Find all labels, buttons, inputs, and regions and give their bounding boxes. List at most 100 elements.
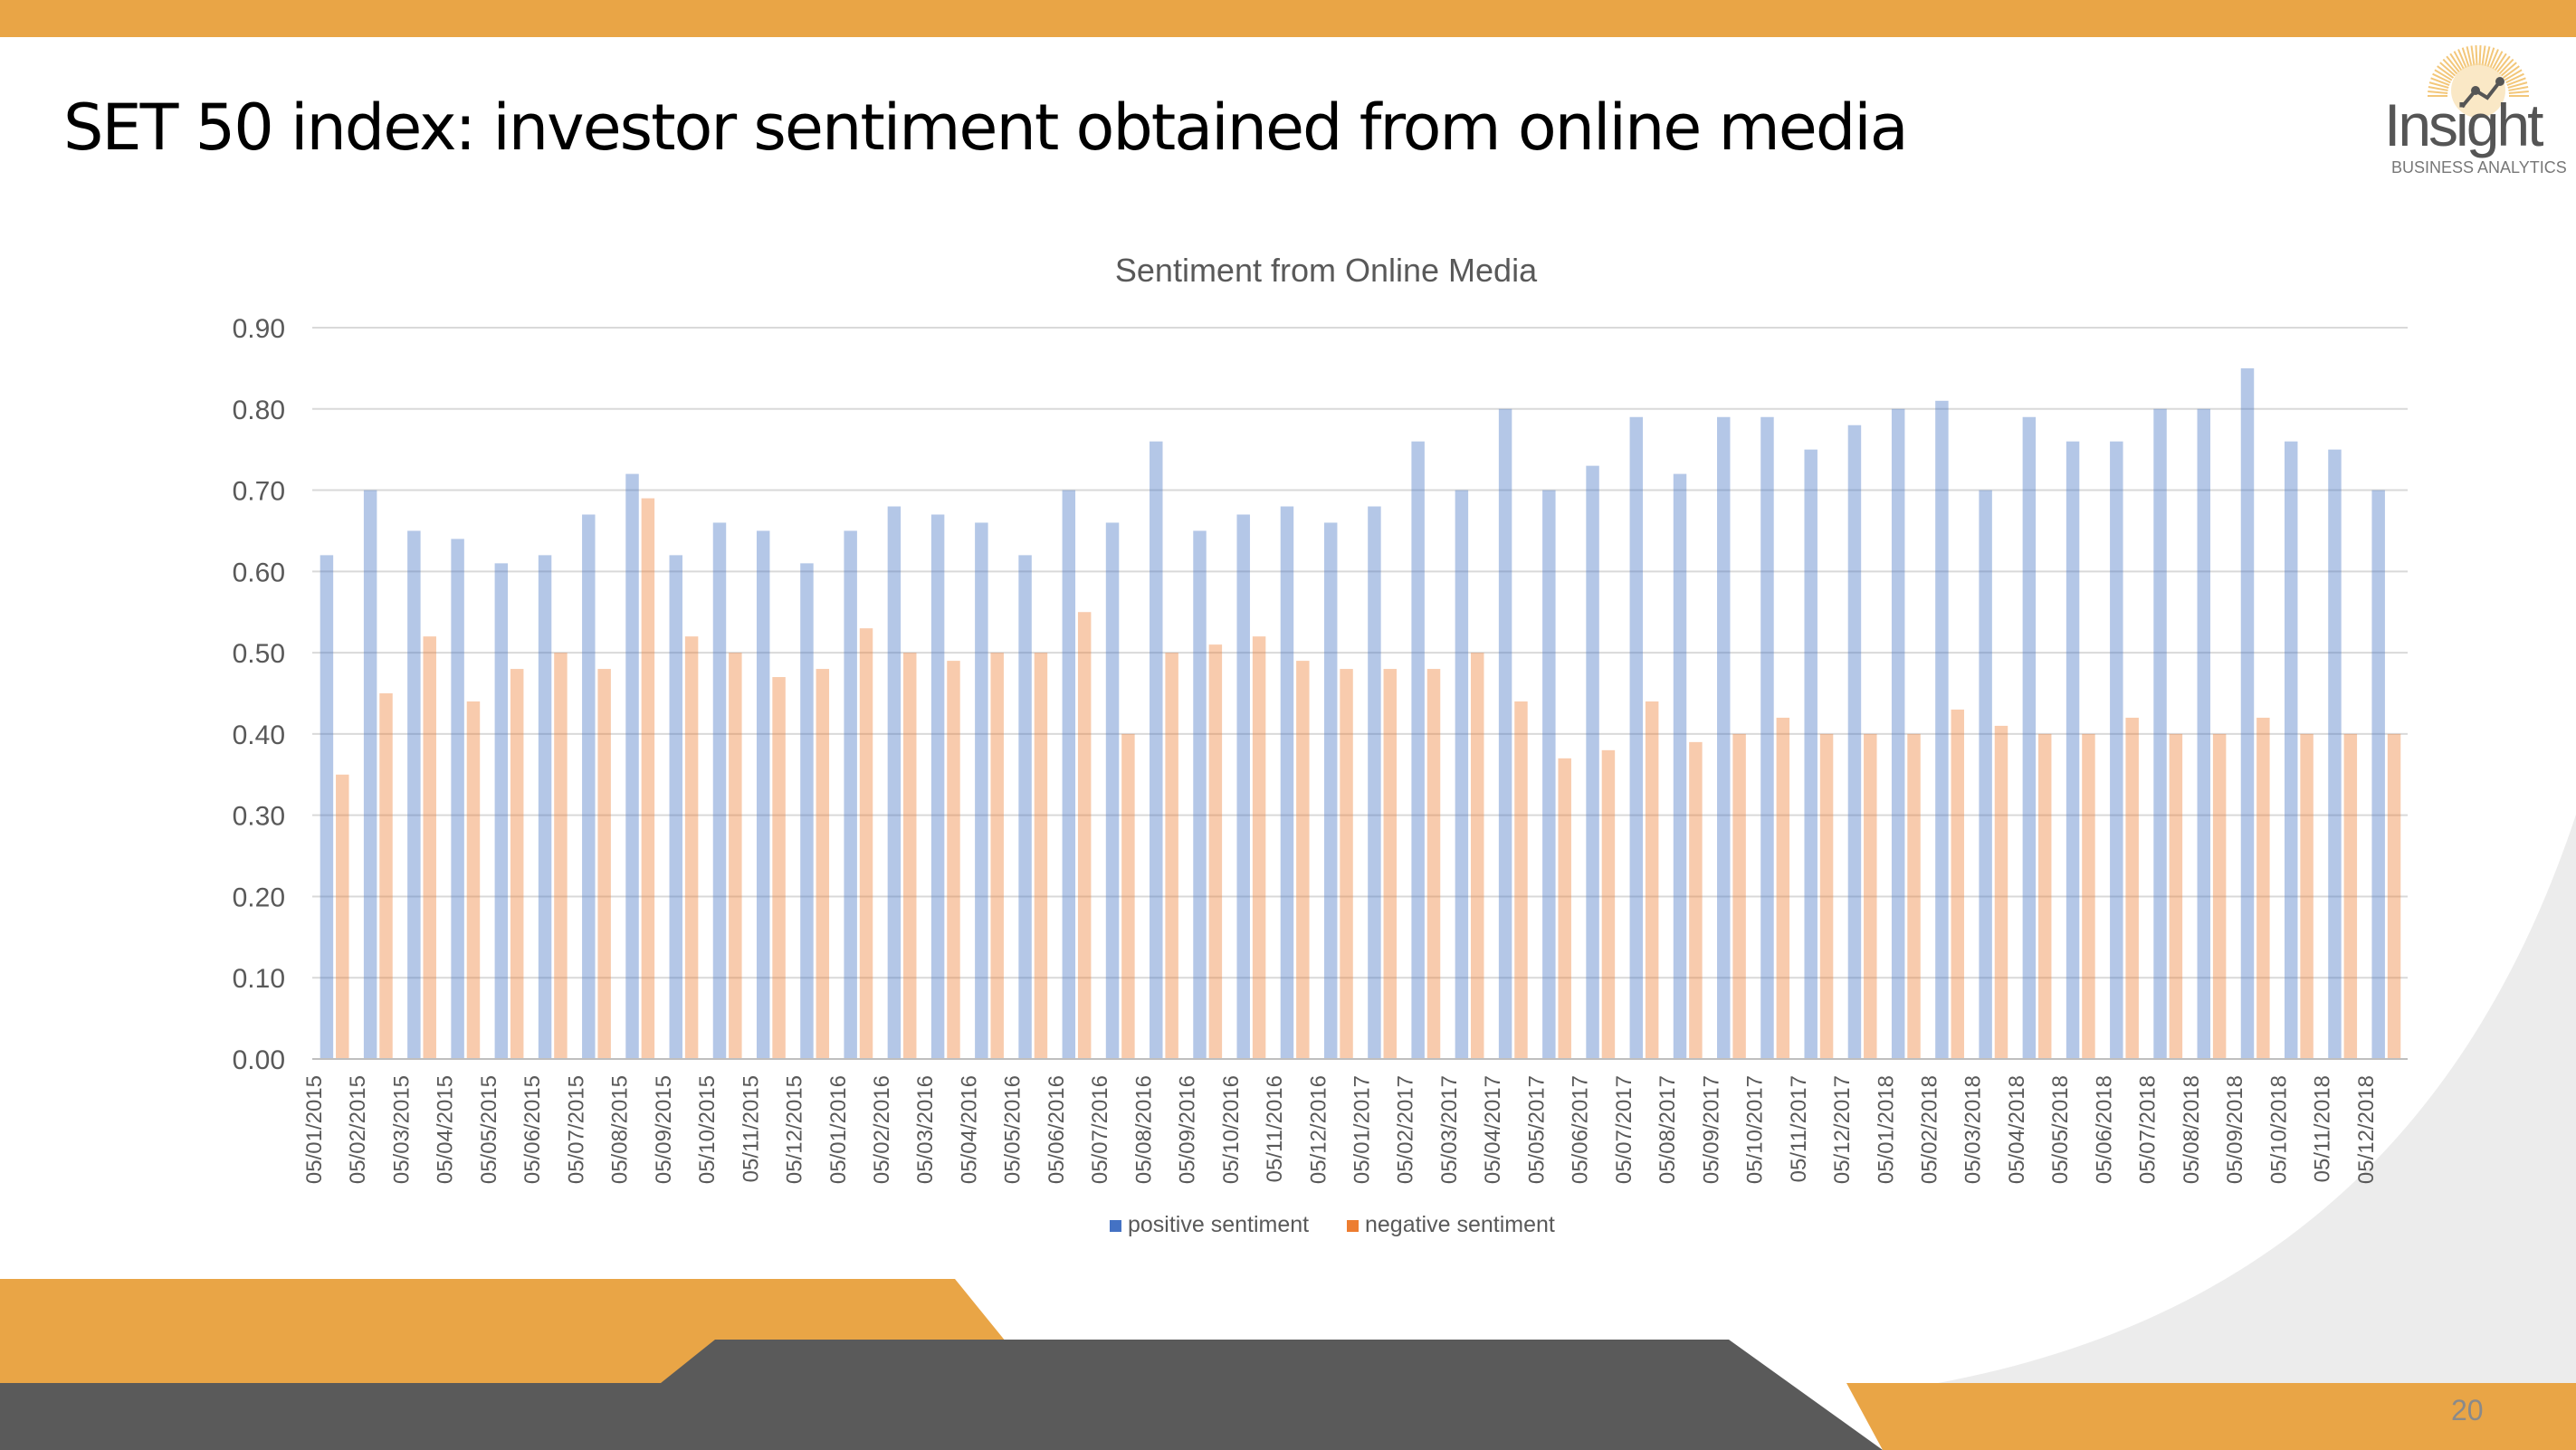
positive-sentiment-bar <box>712 522 727 1059</box>
x-tick-label: 05/08/2017 <box>1655 1075 1680 1184</box>
positive-sentiment-bar <box>2197 408 2211 1059</box>
positive-sentiment-bar <box>2371 490 2385 1059</box>
positive-sentiment-bar <box>930 514 945 1059</box>
positive-sentiment-bar <box>582 514 596 1059</box>
y-tick-label: 0.30 <box>233 802 285 832</box>
legend: positive sentiment negative sentiment <box>1110 1212 1555 1237</box>
positive-sentiment-bar <box>1062 490 1076 1059</box>
x-tick-label: 05/03/2017 <box>1437 1075 1462 1184</box>
positive-sentiment-bar <box>1368 506 1381 1059</box>
x-tick-label: 05/11/2018 <box>2311 1075 2335 1182</box>
sunburst-icon <box>2428 45 2529 118</box>
x-tick-label: 05/12/2016 <box>1306 1075 1331 1184</box>
x-tick-label: 05/04/2015 <box>434 1075 458 1184</box>
negative-sentiment-bar <box>2037 733 2052 1059</box>
background-swoosh <box>1928 815 2576 1385</box>
x-tick-label: 05/06/2017 <box>1569 1075 1593 1184</box>
positive-sentiment-bar <box>320 555 334 1059</box>
negative-sentiment-bar <box>1165 653 1178 1059</box>
x-tick-label: 05/10/2016 <box>1219 1075 1244 1184</box>
positive-sentiment-bar <box>1586 465 1599 1059</box>
x-tick-label: 05/03/2015 <box>389 1075 414 1184</box>
y-tick-label: 0.00 <box>233 1045 285 1075</box>
positive-sentiment-bar <box>1804 449 1818 1060</box>
negative-sentiment-bar <box>947 661 960 1059</box>
positive-sentiment-bar <box>1018 555 1032 1059</box>
x-tick-label: 05/09/2016 <box>1176 1075 1200 1184</box>
negative-sentiment-bar <box>1471 653 1484 1059</box>
negative-sentiment-bar <box>1776 717 1790 1059</box>
positive-sentiment-bar <box>1847 425 1862 1059</box>
positive-sentiment-bar <box>1498 408 1512 1059</box>
negative-sentiment-bar <box>1121 733 1135 1059</box>
negative-sentiment-bar <box>990 653 1004 1059</box>
negative-sentiment-bar <box>1558 758 1571 1059</box>
legend-entry: negative sentiment <box>1365 1212 1555 1237</box>
x-tick-label: 05/05/2018 <box>2048 1075 2073 1184</box>
legend-swatch <box>1110 1220 1121 1232</box>
positive-sentiment-bar <box>2240 367 2255 1059</box>
x-tick-label: 05/07/2017 <box>1612 1075 1636 1184</box>
negative-sentiment-bar <box>684 636 699 1059</box>
negative-sentiment-bar <box>641 498 655 1059</box>
positive-sentiment-bar <box>1105 522 1120 1059</box>
positive-sentiment-bar <box>669 555 682 1059</box>
negative-sentiment-bar <box>729 653 742 1059</box>
y-tick-label: 0.50 <box>233 639 285 669</box>
x-tick-label: 05/07/2015 <box>564 1075 588 1184</box>
negative-sentiment-bar <box>1296 661 1310 1059</box>
x-tick-label: 05/09/2015 <box>652 1075 676 1184</box>
positive-sentiment-bar <box>494 563 509 1059</box>
x-tick-label: 05/02/2017 <box>1394 1075 1418 1184</box>
x-tick-label: 05/12/2018 <box>2354 1075 2379 1184</box>
negative-sentiment-bar <box>1208 644 1223 1059</box>
negative-sentiment-bar <box>1732 733 1746 1059</box>
positive-sentiment-bar <box>1280 506 1294 1059</box>
negative-sentiment-bar <box>2125 717 2139 1059</box>
positive-sentiment-bar <box>1629 416 1644 1059</box>
negative-sentiment-bar <box>1077 612 1092 1059</box>
x-tick-label: 05/10/2018 <box>2266 1075 2291 1184</box>
x-tick-label: 05/06/2015 <box>520 1075 545 1184</box>
legend-entry: positive sentiment <box>1128 1212 1309 1237</box>
negative-sentiment-bar <box>2343 733 2358 1059</box>
positive-sentiment-bar <box>800 563 814 1059</box>
positive-sentiment-bar <box>1979 490 1992 1059</box>
positive-sentiment-bar <box>1935 400 1949 1059</box>
x-tick-label: 05/08/2018 <box>2180 1075 2204 1184</box>
negative-sentiment-bar <box>903 653 917 1059</box>
negative-sentiment-bar <box>1864 733 1877 1059</box>
negative-sentiment-bar <box>2169 733 2183 1059</box>
negative-sentiment-bar <box>423 636 436 1059</box>
negative-sentiment-bar <box>772 677 786 1059</box>
positive-sentiment-bar <box>887 506 902 1059</box>
page-number: 20 <box>2451 1394 2484 1426</box>
negative-sentiment-bar <box>1994 725 2008 1059</box>
insight-logo: Insight BUSINESS ANALYTICS <box>2380 43 2567 188</box>
positive-sentiment-bar <box>2066 441 2080 1059</box>
chart-title: Sentiment from Online Media <box>1115 252 1538 289</box>
negative-sentiment-bar <box>1819 733 1834 1059</box>
negative-sentiment-bar <box>2256 717 2270 1059</box>
x-tick-label: 05/03/2016 <box>913 1075 938 1184</box>
negative-sentiment-bar <box>1645 701 1659 1059</box>
negative-sentiment-bar <box>2387 733 2401 1059</box>
x-tick-label: 05/06/2018 <box>2092 1075 2116 1184</box>
legend-swatch <box>1347 1220 1359 1232</box>
negative-sentiment-bar <box>1951 709 1964 1059</box>
x-tick-label: 05/09/2017 <box>1699 1075 1723 1184</box>
x-tick-label: 05/07/2018 <box>2136 1075 2161 1184</box>
x-tick-label: 05/11/2016 <box>1263 1075 1287 1182</box>
negative-sentiment-bar <box>379 693 393 1059</box>
negative-sentiment-bar <box>554 653 568 1059</box>
x-tick-label: 05/02/2018 <box>1917 1075 1942 1184</box>
x-tick-label: 05/02/2015 <box>346 1075 370 1184</box>
x-tick-label: 05/08/2016 <box>1131 1075 1156 1184</box>
negative-sentiment-bar <box>2300 733 2314 1059</box>
positive-sentiment-bar <box>2022 416 2037 1059</box>
negative-sentiment-bar <box>1689 741 1703 1059</box>
x-tick-label: 05/11/2017 <box>1787 1075 1811 1182</box>
negative-sentiment-bar <box>510 669 524 1059</box>
